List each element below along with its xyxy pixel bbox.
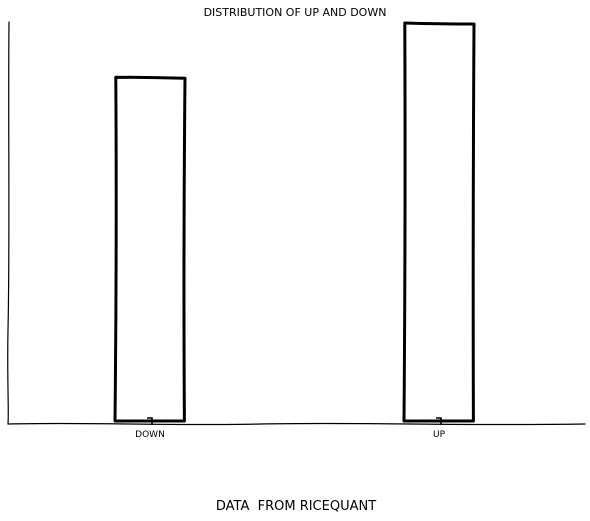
x-tick-mark-down [147, 417, 153, 425]
x-tick-label-down: DOWN [135, 430, 165, 440]
bar-up [402, 21, 476, 423]
y-axis-line [7, 21, 10, 425]
bars-layer [113, 21, 476, 423]
x-tick-label-up: UP [433, 430, 446, 440]
x-tick-mark-up [436, 417, 442, 425]
chart-title: DISTRIBUTION OF UP AND DOWN [204, 6, 387, 19]
x-ticks-layer: DOWN UP [135, 417, 446, 440]
x-axis-label: DATA FROM RICEQUANT [216, 499, 376, 514]
bar-down [113, 75, 187, 423]
x-axis-line [7, 422, 586, 426]
